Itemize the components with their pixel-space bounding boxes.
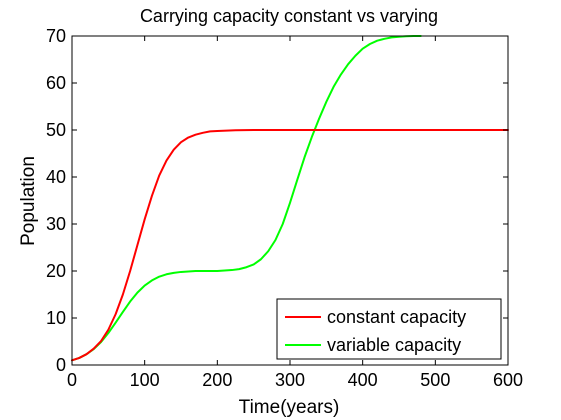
legend: constant capacity variable capacity [276, 298, 502, 360]
ticks-layer: 0 100 200 300 400 500 600 0 10 20 30 40 50 60 70 [46, 26, 523, 390]
x-tick-label: 600 [493, 370, 523, 390]
y-tick-label: 20 [46, 261, 66, 281]
y-tick-label: 40 [46, 167, 66, 187]
x-tick-label: 0 [67, 370, 77, 390]
y-tick-label: 60 [46, 73, 66, 93]
y-tick-label: 30 [46, 214, 66, 234]
x-tick-label: 400 [348, 370, 378, 390]
x-axis-label: Time(years) [239, 397, 340, 418]
y-tick-label: 0 [56, 355, 66, 375]
y-tick-label: 70 [46, 26, 66, 46]
x-tick-label: 500 [420, 370, 450, 390]
x-tick-label: 300 [275, 370, 305, 390]
legend-box [276, 298, 502, 360]
legend-label-variable-capacity: variable capacity [327, 335, 461, 355]
series-line-constant-capacity [71, 129, 509, 362]
x-tick-label: 100 [130, 370, 160, 390]
plot-area: 0 100 200 300 400 500 600 0 10 20 30 40 50 60 70 [46, 26, 523, 390]
chart-title: Carrying capacity constant vs varying [140, 6, 438, 26]
y-axis-label: Population [18, 156, 39, 246]
series-layer [71, 35, 509, 362]
x-tick-label: 200 [202, 370, 232, 390]
y-tick-label: 50 [46, 120, 66, 140]
legend-label-constant-capacity: constant capacity [327, 307, 466, 327]
y-tick-label: 10 [46, 308, 66, 328]
series-line-variable-capacity [71, 35, 422, 362]
